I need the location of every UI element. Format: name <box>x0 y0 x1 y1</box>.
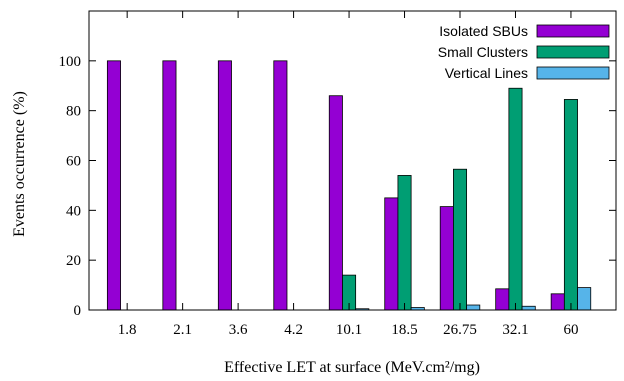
legend: Isolated SBUs Small Clusters Vertical Line… <box>438 23 610 81</box>
x-tick-label: 1.8 <box>118 322 137 338</box>
bar-vertical-lines-26.75 <box>466 304 481 311</box>
bar-small-clusters-60 <box>563 99 578 311</box>
bar-isolated-sbus-26.75 <box>439 206 454 311</box>
x-tick-label: 26.75 <box>443 322 477 338</box>
x-tick-label: 60 <box>563 322 578 338</box>
bar-isolated-sbus-4.2 <box>273 60 288 311</box>
legend-label-isolated-sbus: Isolated SBUs <box>439 23 528 39</box>
bar-isolated-sbus-18.5 <box>384 197 399 311</box>
legend-swatch-small-clusters <box>536 45 610 59</box>
y-axis-title: Events occurrence (%) <box>11 91 28 237</box>
legend-swatch-isolated-sbus <box>536 24 610 38</box>
x-tick-label: 18.5 <box>391 322 417 338</box>
bars-group <box>106 60 592 311</box>
y-tick-label: 100 <box>59 54 82 70</box>
bar-isolated-sbus-3.6 <box>217 60 232 311</box>
ticks-group: 0 20 40 60 80 100 1.8 2.1 3.6 4.2 10.1 18.5 26.75 32.… <box>59 11 616 338</box>
x-tick-label: 3.6 <box>229 322 248 338</box>
legend-swatch-vertical-lines <box>536 66 610 80</box>
legend-label-vertical-lines: Vertical Lines <box>445 65 528 81</box>
x-tick-label: 32.1 <box>502 322 528 338</box>
y-tick-label: 20 <box>66 253 81 269</box>
bar-small-clusters-18.5 <box>397 175 412 311</box>
bar-isolated-sbus-2.1 <box>162 60 177 311</box>
x-axis-title: Effective LET at surface (MeV.cm²/mg) <box>224 359 480 376</box>
y-tick-label: 40 <box>66 203 81 219</box>
bar-small-clusters-32.1 <box>508 87 523 311</box>
bar-vertical-lines-60 <box>577 287 592 311</box>
y-tick-label: 0 <box>74 303 82 319</box>
bar-isolated-sbus-60 <box>550 293 565 311</box>
x-tick-label: 4.2 <box>284 322 303 338</box>
x-tick-label: 10.1 <box>336 322 362 338</box>
bar-isolated-sbus-10.1 <box>328 95 343 311</box>
x-tick-label: 2.1 <box>173 322 192 338</box>
bar-isolated-sbus-1.8 <box>106 60 121 311</box>
y-tick-label: 80 <box>66 104 81 120</box>
y-tick-label: 60 <box>66 154 81 170</box>
bar-vertical-lines-32.1 <box>521 305 536 311</box>
legend-label-small-clusters: Small Clusters <box>438 44 528 60</box>
bar-small-clusters-26.75 <box>453 168 468 311</box>
bar-isolated-sbus-32.1 <box>495 288 510 311</box>
